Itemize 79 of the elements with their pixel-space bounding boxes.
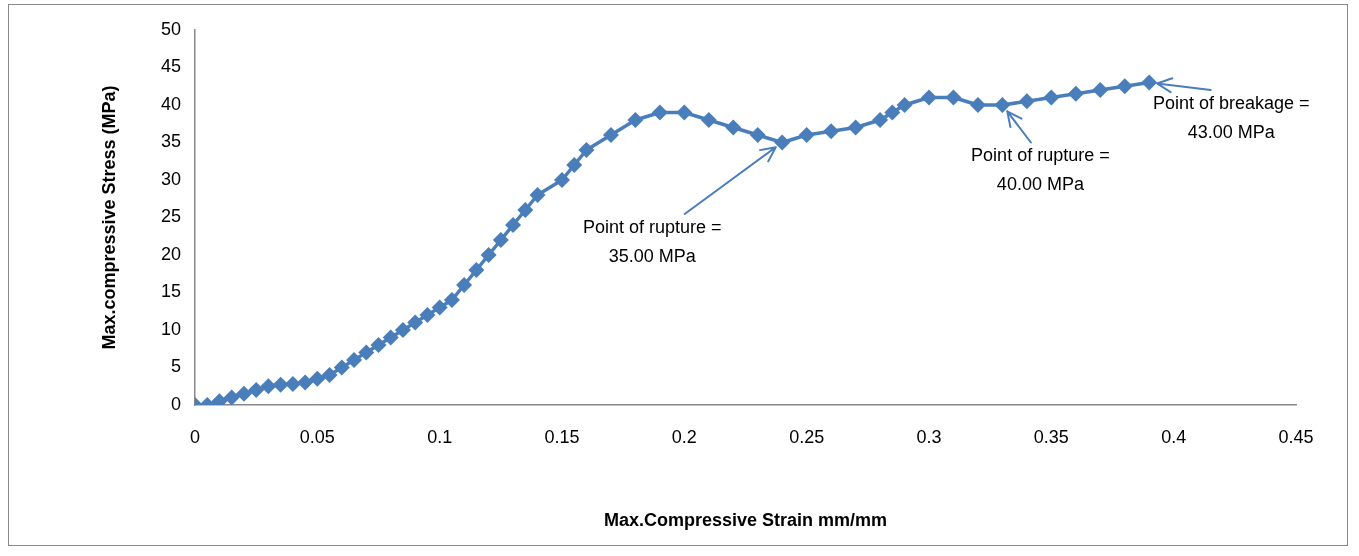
point	[602, 127, 619, 143]
point	[847, 119, 864, 136]
point	[492, 232, 509, 248]
point	[896, 97, 913, 113]
y-tick-label: 5	[170, 356, 181, 377]
y-axis-title: Max.compressive Stress (MPa)	[98, 85, 119, 350]
point	[1067, 85, 1084, 102]
point	[627, 112, 644, 128]
annotation: Point of rupture = 40.00 MPa	[971, 145, 1110, 195]
point	[774, 134, 791, 151]
y-tick-label: 10	[160, 318, 181, 339]
point	[333, 359, 350, 376]
point	[554, 172, 570, 188]
x-tick-label: 0.1	[427, 426, 453, 447]
y-tick-label: 35	[160, 131, 181, 152]
y-tick-label: 50	[160, 18, 181, 39]
point	[969, 97, 986, 113]
point	[529, 187, 546, 203]
point	[443, 292, 460, 308]
point	[676, 104, 693, 121]
annotation: Point of breakage = 43.00 MPa	[1152, 92, 1310, 142]
x-tick-label: 0.05	[299, 426, 335, 447]
point	[248, 382, 265, 398]
point	[1092, 82, 1109, 98]
point	[321, 367, 338, 383]
point	[235, 385, 252, 402]
point	[480, 247, 497, 263]
point	[517, 202, 534, 218]
point	[346, 352, 363, 368]
point	[945, 89, 962, 106]
point	[272, 376, 289, 393]
y-tick-label: 45	[160, 56, 181, 77]
point	[884, 104, 901, 121]
point	[407, 314, 424, 331]
point	[994, 97, 1011, 113]
point	[700, 112, 717, 128]
point	[284, 376, 301, 392]
point	[872, 112, 889, 128]
point	[260, 378, 277, 395]
annotation: Point of rupture = 35.00 MPa	[582, 216, 722, 266]
point	[798, 127, 815, 143]
y-tick-label: 25	[160, 206, 181, 227]
x-axis-title: Max.Compressive Strain mm/mm	[603, 510, 888, 531]
x-tick-label: 0.25	[789, 426, 825, 447]
point	[370, 337, 387, 353]
point	[468, 262, 485, 278]
point	[578, 142, 595, 158]
x-tick-label: 0.3	[916, 426, 942, 447]
point	[309, 370, 326, 387]
y-tick-label: 20	[160, 243, 181, 264]
point	[1141, 74, 1158, 91]
point	[823, 123, 840, 140]
point	[1116, 78, 1133, 95]
point	[223, 389, 240, 405]
point	[566, 157, 583, 173]
y-tick-label: 40	[160, 93, 181, 114]
point	[394, 322, 411, 338]
point	[725, 119, 742, 136]
x-tick-label: 0.45	[1278, 426, 1314, 447]
point	[921, 89, 937, 106]
x-tick-label: 0.2	[671, 426, 697, 447]
x-tick-label: 0	[189, 426, 201, 447]
y-tick-label: 30	[160, 168, 181, 189]
point	[505, 217, 522, 233]
point	[749, 127, 766, 143]
point	[456, 277, 473, 293]
y-tick-label: 15	[160, 281, 181, 302]
point	[651, 104, 668, 121]
x-tick-label: 0.15	[544, 426, 580, 447]
point	[1018, 93, 1035, 110]
point	[382, 329, 399, 346]
point	[1043, 89, 1060, 106]
point	[431, 299, 448, 316]
y-tick-label: 0	[170, 393, 181, 414]
x-tick-label: 0.4	[1161, 426, 1187, 447]
point	[419, 307, 436, 323]
x-tick-label: 0.35	[1033, 426, 1069, 447]
point	[358, 344, 375, 361]
point	[297, 374, 314, 391]
